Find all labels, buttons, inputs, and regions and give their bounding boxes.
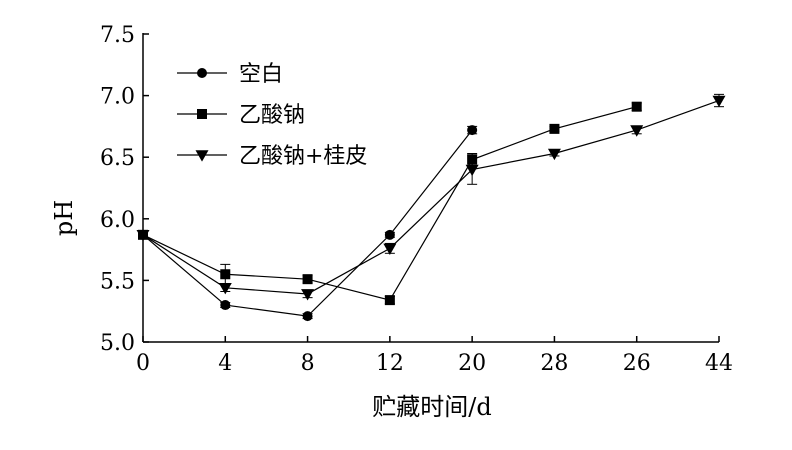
y-tick-label: 6.0: [100, 208, 135, 233]
data-point: [549, 123, 560, 134]
x-tick-label: 20: [458, 351, 486, 376]
data-point: [630, 125, 644, 137]
series-line: [142, 106, 637, 301]
data-point: [218, 282, 232, 295]
data-point: [712, 95, 726, 108]
legend-item: 乙酸钠: [177, 103, 305, 128]
data-point: [302, 311, 313, 322]
series-line: [142, 99, 720, 295]
legend-item: 空白: [177, 62, 283, 87]
x-tick-label: 28: [540, 351, 568, 376]
legend-item: 乙酸钠+桂皮: [177, 144, 367, 169]
y-tick-label: 7.0: [100, 85, 135, 110]
x-tick-label: 26: [623, 351, 651, 376]
data-point: [301, 289, 315, 301]
legend-marker: [195, 150, 209, 162]
y-tick-label: 6.5: [100, 146, 135, 171]
x-tick-label: 8: [301, 351, 315, 376]
x-axis-title: 贮藏时间/d: [372, 393, 491, 421]
legend-marker: [197, 68, 207, 78]
legend-label: 空白: [239, 62, 283, 87]
series-3: [136, 93, 726, 301]
y-tick-label: 7.5: [100, 23, 135, 48]
data-point: [302, 274, 313, 285]
data-point: [384, 229, 395, 240]
y-tick-label: 5.0: [100, 331, 135, 356]
series-2: [138, 101, 642, 306]
data-point: [220, 269, 231, 280]
data-point: [467, 125, 478, 136]
series-1: [138, 125, 478, 322]
x-tick-label: 12: [376, 351, 404, 376]
data-point: [383, 243, 397, 255]
legend-label: 乙酸钠+桂皮: [239, 144, 367, 169]
data-point: [384, 295, 395, 306]
data-point: [136, 230, 150, 242]
axes: 5.0 5.5 6.0 6.5 7.0 7.5 0 4 8 12 20 28 26 44: [100, 23, 733, 376]
legend-marker: [197, 109, 207, 119]
x-tick-label: 4: [218, 351, 232, 376]
x-tick-label: 44: [705, 351, 733, 376]
y-axis-title: pH: [50, 200, 78, 236]
data-point: [220, 300, 231, 311]
series-layer: [136, 93, 726, 322]
y-tick-label: 5.5: [100, 269, 135, 294]
legend-label: 乙酸钠: [239, 103, 305, 128]
x-tick-label: 0: [136, 351, 150, 376]
data-point: [631, 101, 642, 112]
data-point: [547, 148, 561, 161]
data-point: [465, 164, 479, 177]
